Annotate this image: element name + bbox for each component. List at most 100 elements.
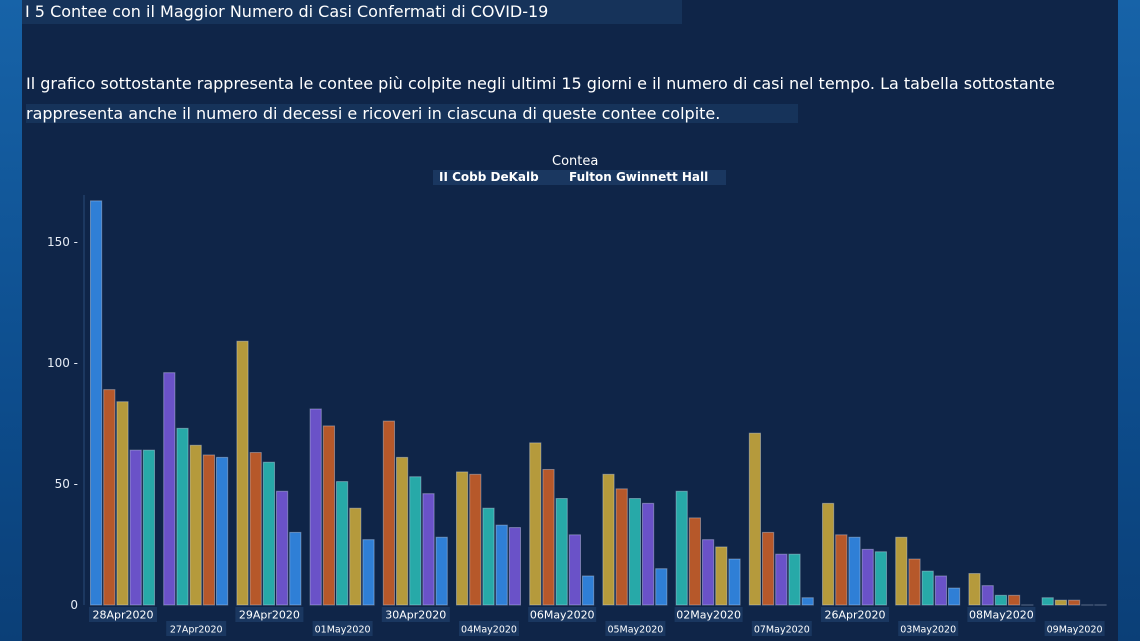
bar[interactable] bbox=[602, 473, 615, 606]
bar[interactable] bbox=[422, 493, 435, 606]
bar[interactable] bbox=[934, 575, 947, 606]
bar[interactable] bbox=[189, 444, 202, 606]
x-tick-label: 27Apr2020 bbox=[170, 625, 223, 636]
x-tick-label: 07May2020 bbox=[754, 625, 810, 636]
bar[interactable] bbox=[702, 539, 715, 606]
x-tick-label: 01May2020 bbox=[315, 625, 371, 636]
bar[interactable] bbox=[508, 527, 521, 606]
bar[interactable] bbox=[163, 372, 176, 606]
bar[interactable] bbox=[921, 570, 934, 606]
bar[interactable] bbox=[469, 473, 482, 606]
bar[interactable] bbox=[582, 575, 595, 606]
x-label-bg bbox=[459, 621, 519, 636]
bar[interactable] bbox=[728, 558, 741, 606]
bar[interactable] bbox=[1008, 594, 1021, 606]
bar[interactable] bbox=[762, 531, 775, 606]
bar[interactable] bbox=[176, 427, 189, 606]
bar[interactable] bbox=[482, 507, 495, 606]
bar[interactable] bbox=[1054, 599, 1068, 606]
bar[interactable] bbox=[775, 553, 788, 606]
description-line-1: Il grafico sottostante rappresenta le co… bbox=[26, 74, 1055, 93]
bar[interactable] bbox=[435, 536, 448, 606]
x-label-bg bbox=[312, 621, 373, 636]
bar[interactable] bbox=[495, 524, 508, 606]
bar[interactable] bbox=[948, 587, 961, 606]
bar[interactable] bbox=[908, 558, 921, 606]
bar[interactable] bbox=[615, 488, 628, 606]
x-label-bg bbox=[528, 607, 597, 622]
x-label-bg bbox=[751, 621, 812, 636]
bar[interactable] bbox=[715, 546, 728, 606]
bar[interactable] bbox=[675, 490, 688, 606]
bar[interactable] bbox=[895, 536, 908, 606]
bar[interactable] bbox=[655, 568, 668, 606]
y-tick-label: 100 - bbox=[47, 356, 78, 370]
bar[interactable] bbox=[129, 449, 142, 606]
bar[interactable] bbox=[642, 502, 655, 606]
bar[interactable] bbox=[994, 594, 1007, 606]
x-label-bg bbox=[1044, 621, 1105, 636]
bar[interactable] bbox=[555, 498, 568, 606]
legend-title: Contea bbox=[552, 154, 599, 169]
bar[interactable] bbox=[276, 490, 289, 606]
x-label-bg bbox=[967, 607, 1036, 622]
bar[interactable] bbox=[981, 585, 994, 606]
bar[interactable] bbox=[142, 449, 156, 606]
bar[interactable] bbox=[336, 481, 349, 606]
bar[interactable] bbox=[236, 340, 249, 606]
x-label-bg bbox=[89, 607, 157, 622]
bar[interactable] bbox=[382, 420, 395, 606]
bar[interactable] bbox=[90, 200, 103, 606]
bar[interactable] bbox=[322, 425, 335, 606]
bar[interactable] bbox=[529, 442, 542, 606]
x-tick-label: 29Apr2020 bbox=[239, 609, 300, 622]
bar[interactable] bbox=[103, 389, 116, 606]
y-tick-label: 50 - bbox=[55, 477, 78, 491]
left-edge-band bbox=[0, 0, 22, 641]
bar[interactable] bbox=[289, 531, 302, 606]
bar[interactable] bbox=[688, 517, 701, 606]
bar[interactable] bbox=[409, 476, 422, 606]
x-label-bg bbox=[674, 607, 743, 622]
page-title: I 5 Contee con il Maggior Numero di Casi… bbox=[22, 0, 682, 24]
bar[interactable] bbox=[1041, 597, 1054, 606]
y-tick-label: 150 - bbox=[47, 235, 78, 249]
x-tick-label: 05May2020 bbox=[607, 625, 663, 636]
bar[interactable] bbox=[542, 468, 555, 606]
x-label-bg bbox=[898, 621, 959, 636]
right-edge-band bbox=[1118, 0, 1140, 641]
bar[interactable] bbox=[788, 553, 801, 606]
description-line-2-text: rappresenta anche il numero di decessi e… bbox=[26, 104, 799, 123]
bar[interactable] bbox=[202, 454, 216, 606]
y-tick-label: 0 bbox=[70, 598, 78, 612]
legend-group-b[interactable]: Fulton Gwinnett Hall bbox=[549, 170, 726, 185]
bar[interactable] bbox=[396, 456, 409, 606]
bar[interactable] bbox=[116, 401, 129, 606]
bar[interactable] bbox=[1068, 599, 1081, 606]
bar[interactable] bbox=[628, 498, 641, 606]
bar[interactable] bbox=[801, 597, 814, 606]
bar[interactable] bbox=[309, 408, 322, 606]
bar[interactable] bbox=[861, 548, 874, 606]
bar[interactable] bbox=[568, 534, 581, 606]
bar[interactable] bbox=[362, 539, 375, 606]
x-label-bg bbox=[605, 621, 666, 636]
legend-group-a[interactable]: II Cobb DeKalb bbox=[433, 170, 551, 185]
bar[interactable] bbox=[216, 456, 229, 606]
x-label-bg bbox=[235, 607, 304, 622]
x-label-bg bbox=[821, 607, 889, 622]
bar[interactable] bbox=[835, 534, 848, 606]
bar[interactable] bbox=[874, 551, 887, 606]
x-label-bg bbox=[381, 607, 450, 622]
bar[interactable] bbox=[968, 573, 981, 606]
bar[interactable] bbox=[822, 502, 835, 606]
bar[interactable] bbox=[848, 536, 861, 606]
x-tick-label: 30Apr2020 bbox=[385, 609, 446, 622]
bar[interactable] bbox=[456, 471, 469, 606]
bar[interactable] bbox=[748, 432, 761, 606]
bar[interactable] bbox=[262, 461, 275, 606]
x-label-bg bbox=[166, 621, 227, 636]
bar[interactable] bbox=[349, 507, 362, 606]
bar[interactable] bbox=[249, 452, 262, 606]
